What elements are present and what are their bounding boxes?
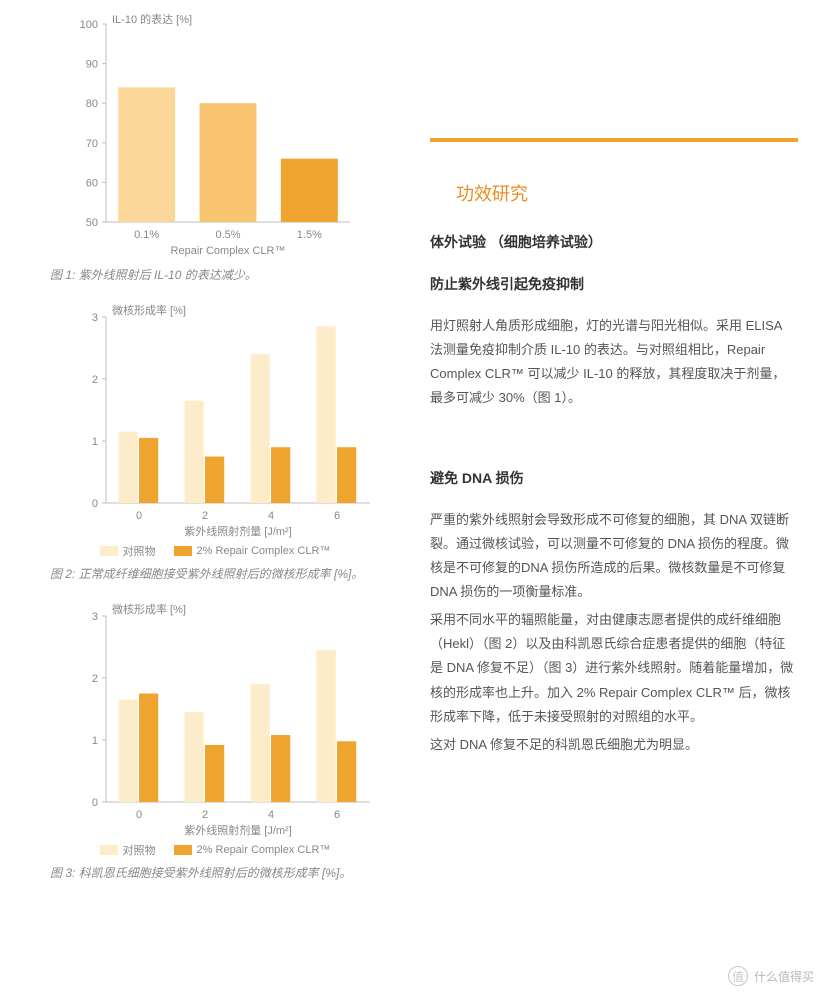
chart-2: 0 1 2 3 微核形成率 [%] 0 2 4 6 紫外线照射剂量 [J/m²] 对照物 2% R… — [50, 301, 380, 559]
watermark-text: 什么值得买 — [754, 968, 814, 985]
svg-text:2: 2 — [92, 673, 98, 685]
subsection-title-3: 避免 DNA 损伤 — [430, 468, 798, 488]
svg-text:1: 1 — [92, 735, 98, 747]
svg-text:60: 60 — [86, 177, 98, 189]
chart3-legend: 对照物 2% Repair Complex CLR™ — [50, 842, 380, 858]
svg-text:100: 100 — [80, 19, 98, 31]
svg-text:0: 0 — [92, 498, 98, 510]
accent-bar — [430, 138, 798, 142]
paragraph-2: 严重的紫外线照射会导致形成不可修复的细胞，其 DNA 双链断裂。通过微核试验，可… — [430, 508, 798, 604]
svg-text:1: 1 — [92, 436, 98, 448]
chart1-svg: 50 60 70 80 90 100 IL-10 的表达 [%] 0.1% 0.5% 1.5% Re… — [50, 10, 360, 260]
svg-text:80: 80 — [86, 98, 98, 110]
svg-text:微核形成率 [%]: 微核形成率 [%] — [112, 602, 186, 616]
svg-text:4: 4 — [268, 510, 274, 522]
legend-label: 2% Repair Complex CLR™ — [197, 844, 331, 856]
legend-swatch-icon — [174, 845, 192, 855]
subsection-title-1: 体外试验 （细胞培养试验） — [430, 232, 798, 252]
caption-1: 图 1: 紫外线照射后 IL-10 的表达减少。 — [50, 266, 380, 283]
svg-text:4: 4 — [268, 809, 274, 821]
watermark-icon: 值 — [728, 966, 748, 986]
svg-text:微核形成率 [%]: 微核形成率 [%] — [112, 303, 186, 317]
charts-column: 5060708090100IL-10 的表达 [%]0.1%0.5%1.5%Re… — [0, 0, 400, 909]
watermark: 值 什么值得买 — [728, 966, 814, 986]
svg-text:2: 2 — [202, 510, 208, 522]
legend-label: 对照物 — [123, 842, 156, 858]
svg-text:0: 0 — [136, 510, 142, 522]
legend-label: 2% Repair Complex CLR™ — [197, 545, 331, 557]
chart-3: 0 1 2 3 微核形成率 [%] 0 2 4 6 紫外线照射剂量 [J/m²] 对照物 2% R… — [50, 600, 380, 858]
chart-1: 50 60 70 80 90 100 IL-10 的表达 [%] 0.1% 0.5% 1.5% Re… — [50, 10, 380, 260]
svg-text:紫外线照射剂量 [J/m²]: 紫外线照射剂量 [J/m²] — [184, 524, 292, 538]
paragraph-3: 采用不同水平的辐照能量，对由健康志愿者提供的成纤维细胞（Hekl）（图 2）以及… — [430, 608, 798, 728]
subsection-title-2: 防止紫外线引起免疫抑制 — [430, 274, 798, 294]
caption-2: 图 2: 正常成纤维细胞接受紫外线照射后的微核形成率 [%]。 — [50, 565, 380, 582]
svg-text:0.1%: 0.1% — [134, 229, 159, 241]
svg-text:IL-10 的表达 [%]: IL-10 的表达 [%] — [112, 12, 192, 26]
text-column: 功效研究 体外试验 （细胞培养试验） 防止紫外线引起免疫抑制 用灯照射人角质形成… — [400, 0, 828, 909]
svg-text:0: 0 — [136, 809, 142, 821]
svg-text:90: 90 — [86, 59, 98, 71]
chart3-svg: 0 1 2 3 微核形成率 [%] 0 2 4 6 紫外线照射剂量 [J/m²] — [50, 600, 380, 840]
svg-text:6: 6 — [334, 809, 340, 821]
svg-text:1.5%: 1.5% — [297, 229, 322, 241]
legend-swatch-icon — [100, 845, 118, 855]
legend-swatch-icon — [100, 546, 118, 556]
legend-swatch-icon — [174, 546, 192, 556]
svg-text:紫外线照射剂量 [J/m²]: 紫外线照射剂量 [J/m²] — [184, 823, 292, 837]
chart2-legend: 对照物 2% Repair Complex CLR™ — [50, 543, 380, 559]
section-title: 功效研究 — [456, 180, 798, 206]
svg-text:3: 3 — [92, 312, 98, 324]
svg-text:Repair Complex CLR™: Repair Complex CLR™ — [171, 245, 286, 257]
svg-text:0.5%: 0.5% — [215, 229, 240, 241]
svg-text:2: 2 — [92, 374, 98, 386]
paragraph-4: 这对 DNA 修复不足的科凯恩氏细胞尤为明显。 — [430, 733, 798, 757]
paragraph-1: 用灯照射人角质形成细胞，灯的光谱与阳光相似。采用 ELISA 法测量免疫抑制介质… — [430, 314, 798, 410]
legend-item: 对照物 — [100, 543, 156, 559]
caption-3: 图 3: 科凯恩氏细胞接受紫外线照射后的微核形成率 [%]。 — [50, 864, 380, 881]
legend-item: 对照物 — [100, 842, 156, 858]
svg-text:6: 6 — [334, 510, 340, 522]
svg-text:3: 3 — [92, 611, 98, 623]
svg-text:50: 50 — [86, 217, 98, 229]
svg-text:2: 2 — [202, 809, 208, 821]
legend-item: 2% Repair Complex CLR™ — [174, 842, 331, 858]
legend-item: 2% Repair Complex CLR™ — [174, 543, 331, 559]
chart2-svg: 0 1 2 3 微核形成率 [%] 0 2 4 6 紫外线照射剂量 [J/m²] — [50, 301, 380, 541]
svg-text:70: 70 — [86, 138, 98, 150]
svg-text:0: 0 — [92, 797, 98, 809]
legend-label: 对照物 — [123, 543, 156, 559]
